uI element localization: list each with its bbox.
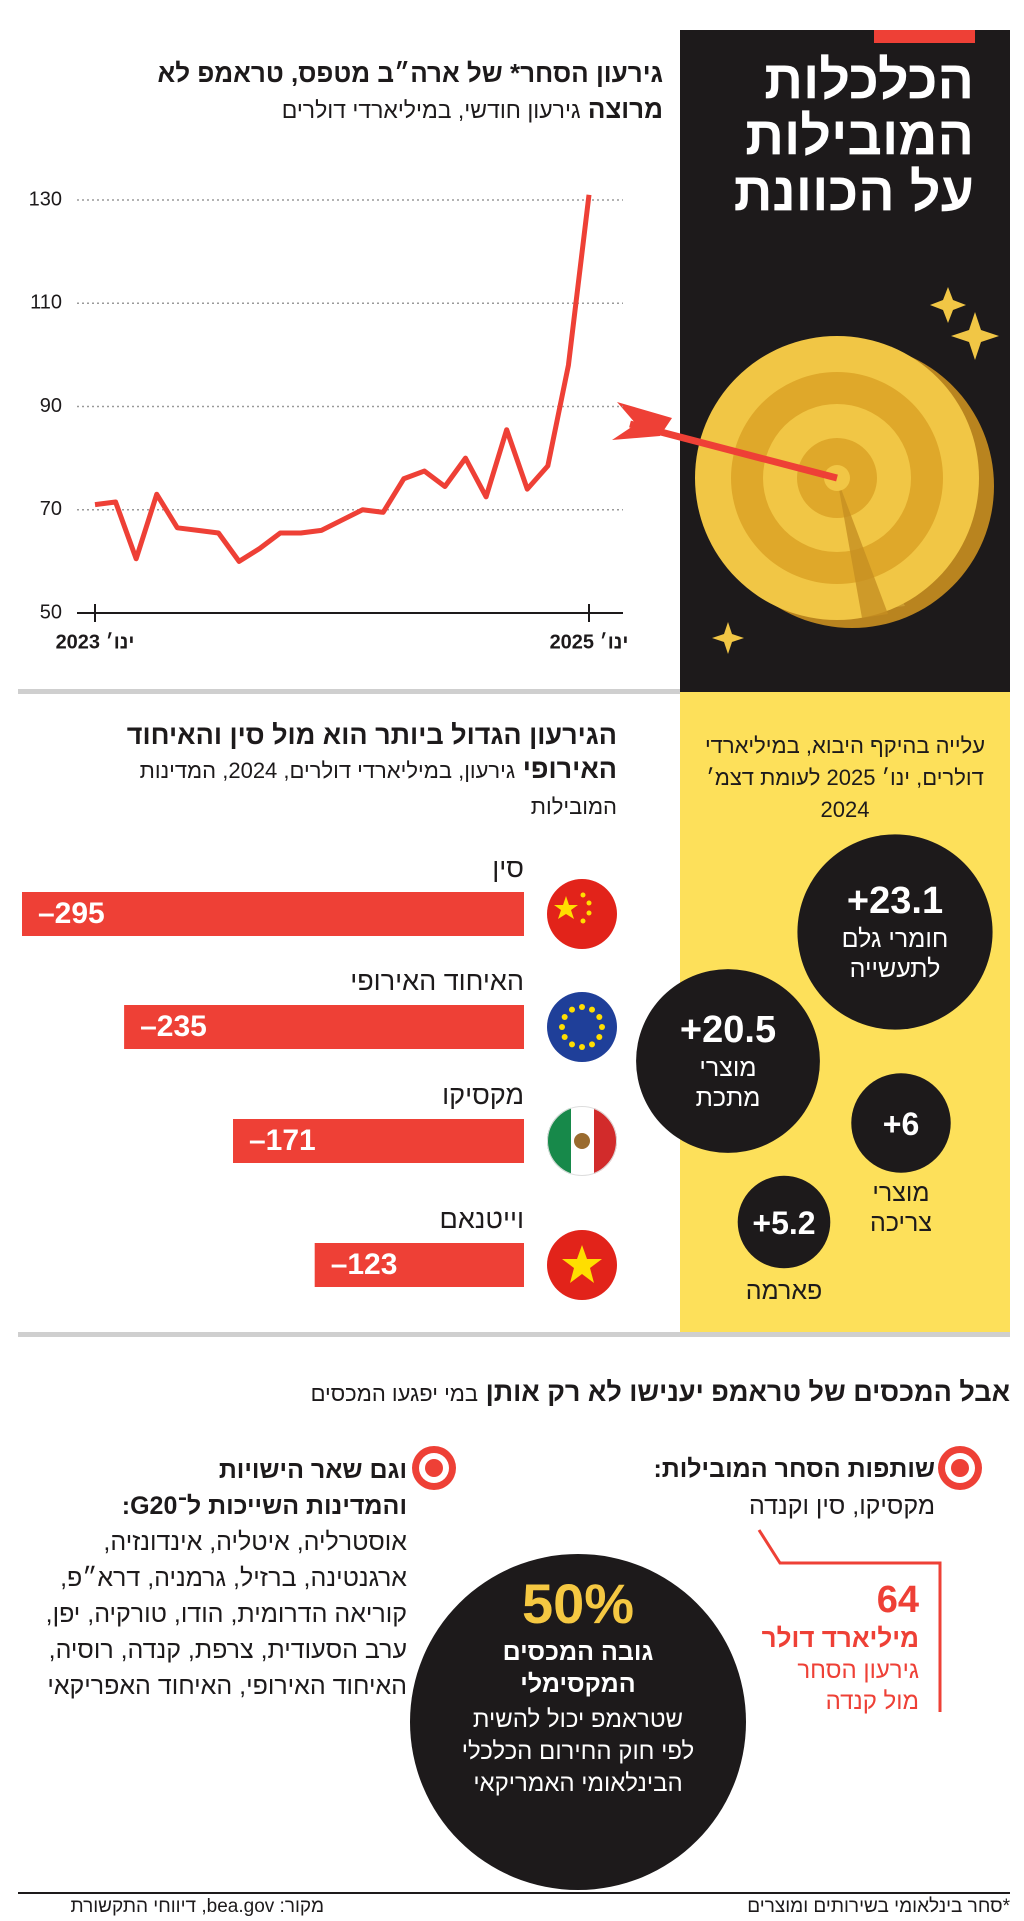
max-tariff-value: 50% xyxy=(521,1572,635,1635)
bar-value-label: –171 xyxy=(249,1124,316,1157)
tariff-circle xyxy=(410,1554,746,1890)
bubble-category-label: פארמה xyxy=(745,1277,823,1305)
tariffs-heading: אבל המכסים של טראמפ יענישו לא רק אותן במ… xyxy=(10,1374,1010,1412)
callout-line xyxy=(757,1529,942,1712)
section-subtitle: במי יפגעו המכסים xyxy=(310,1381,479,1406)
category-label: וייטנאם xyxy=(440,1204,524,1234)
eu-star xyxy=(579,1044,585,1050)
bubble xyxy=(737,1175,831,1269)
eu-star xyxy=(589,1041,595,1048)
partners-text: מקסיקו, סין וקנדה xyxy=(749,1492,935,1520)
eu-star xyxy=(559,1024,565,1030)
canada-unit: מיליארד דולר xyxy=(761,1623,919,1653)
page-title: הכלכלות המובילות על הכוונת xyxy=(733,50,974,222)
eu-star xyxy=(579,1004,585,1010)
x-tick-label: ינו׳ 2023 xyxy=(56,631,135,653)
eu-star xyxy=(569,1041,575,1048)
bubble xyxy=(851,1073,951,1173)
bar-value-label: –295 xyxy=(38,897,105,930)
eu-star xyxy=(596,1014,603,1020)
bar xyxy=(124,1005,525,1049)
bar-chart-heading: הגירעון הגדול ביותר הוא מול סין והאיחוד … xyxy=(92,718,617,824)
y-tick-label: 110 xyxy=(30,292,62,314)
eu-star xyxy=(569,1006,575,1013)
others-title: וגם שאר הישויות והמדינות השייכות ל־G20: xyxy=(121,1456,407,1520)
y-tick-label: 90 xyxy=(40,395,62,417)
flag-vietnam xyxy=(547,1230,617,1300)
line-chart-heading: גירעון הסחר* של ארה״ב מטפס, טראמפ לא מרו… xyxy=(88,55,663,128)
footnote: *סחר בינלאומי בשירותים ומוצרים xyxy=(747,1896,1010,1917)
accent-bar xyxy=(874,30,975,43)
eu-star xyxy=(589,1006,595,1013)
bubble-category-label: מוצרי צריכה xyxy=(870,1179,932,1237)
eu-star xyxy=(596,1034,603,1040)
y-tick-label: 50 xyxy=(40,601,62,623)
y-tick-label: 130 xyxy=(29,188,62,210)
bubble xyxy=(636,969,820,1153)
bar xyxy=(314,1243,524,1287)
source: מקור: bea.gov, דיווחי התקשורת xyxy=(70,1896,324,1917)
bar xyxy=(233,1119,524,1163)
divider xyxy=(18,689,680,694)
target-icon xyxy=(412,1446,456,1490)
eu-star xyxy=(561,1014,568,1020)
eu-star xyxy=(561,1034,568,1040)
sparkles xyxy=(712,287,999,654)
chart-subtitle: גירעון חודשי, במיליארדי דולרים xyxy=(281,97,581,123)
x-tick-label: ינו׳ 2025 xyxy=(550,631,629,653)
canada-value: 64 xyxy=(876,1579,919,1621)
target-illustration xyxy=(612,336,994,628)
category-label: מקסיקו xyxy=(442,1080,524,1110)
canada-text: גירעון הסחר מול קנדה xyxy=(797,1657,919,1715)
chart-subtitle: גירעון, במיליארדי דולרים, 2024, המדינות … xyxy=(139,758,617,819)
partners-title: שותפות הסחר המובילות: xyxy=(653,1455,935,1483)
category-label: האיחוד האירופי xyxy=(350,966,524,996)
chart-title: גירעון הסחר* של ארה״ב מטפס, טראמפ לא מרו… xyxy=(157,58,663,124)
section-title: אבל המכסים של טראמפ יענישו לא רק אותן xyxy=(485,1377,1010,1407)
bar xyxy=(22,892,524,936)
eu-star xyxy=(599,1024,605,1030)
flag-china xyxy=(547,879,617,949)
divider xyxy=(18,1332,1010,1337)
data-line xyxy=(94,194,592,564)
bubble-value-label: +23.1 xyxy=(846,880,944,922)
max-tariff-title: גובה המכסים המקסימלי xyxy=(502,1638,654,1698)
flag-eu xyxy=(547,992,617,1062)
flag-mexico xyxy=(547,1106,617,1176)
bubble-value-label: +20.5 xyxy=(679,1009,777,1051)
max-tariff-text: שטראמפ יכול להשית לפי חוק החירום הכלכלי … xyxy=(461,1706,695,1797)
others-text: אוסטרליה, איטליה, אינדונזיה, ארגנטינה, ב… xyxy=(45,1528,407,1700)
bar-value-label: –123 xyxy=(331,1248,398,1281)
bubble-category-label: חומרי גלם לתעשייה xyxy=(841,925,949,983)
bubble-value-label: +6 xyxy=(882,1106,920,1142)
category-label: סין xyxy=(492,853,524,883)
bubble-chart-title: עלייה בהיקף היבוא, במיליארדי דולרים, ינו… xyxy=(704,733,986,822)
chart-title: הגירעון הגדול ביותר הוא מול סין והאיחוד … xyxy=(126,720,617,784)
bar-value-label: –235 xyxy=(140,1010,207,1043)
y-tick-label: 70 xyxy=(40,498,62,520)
bubble-category-label: מוצרי מתכת xyxy=(695,1054,761,1112)
target-icon xyxy=(938,1446,982,1490)
bubble-value-label: +5.2 xyxy=(752,1205,816,1241)
bubble xyxy=(797,834,993,1030)
